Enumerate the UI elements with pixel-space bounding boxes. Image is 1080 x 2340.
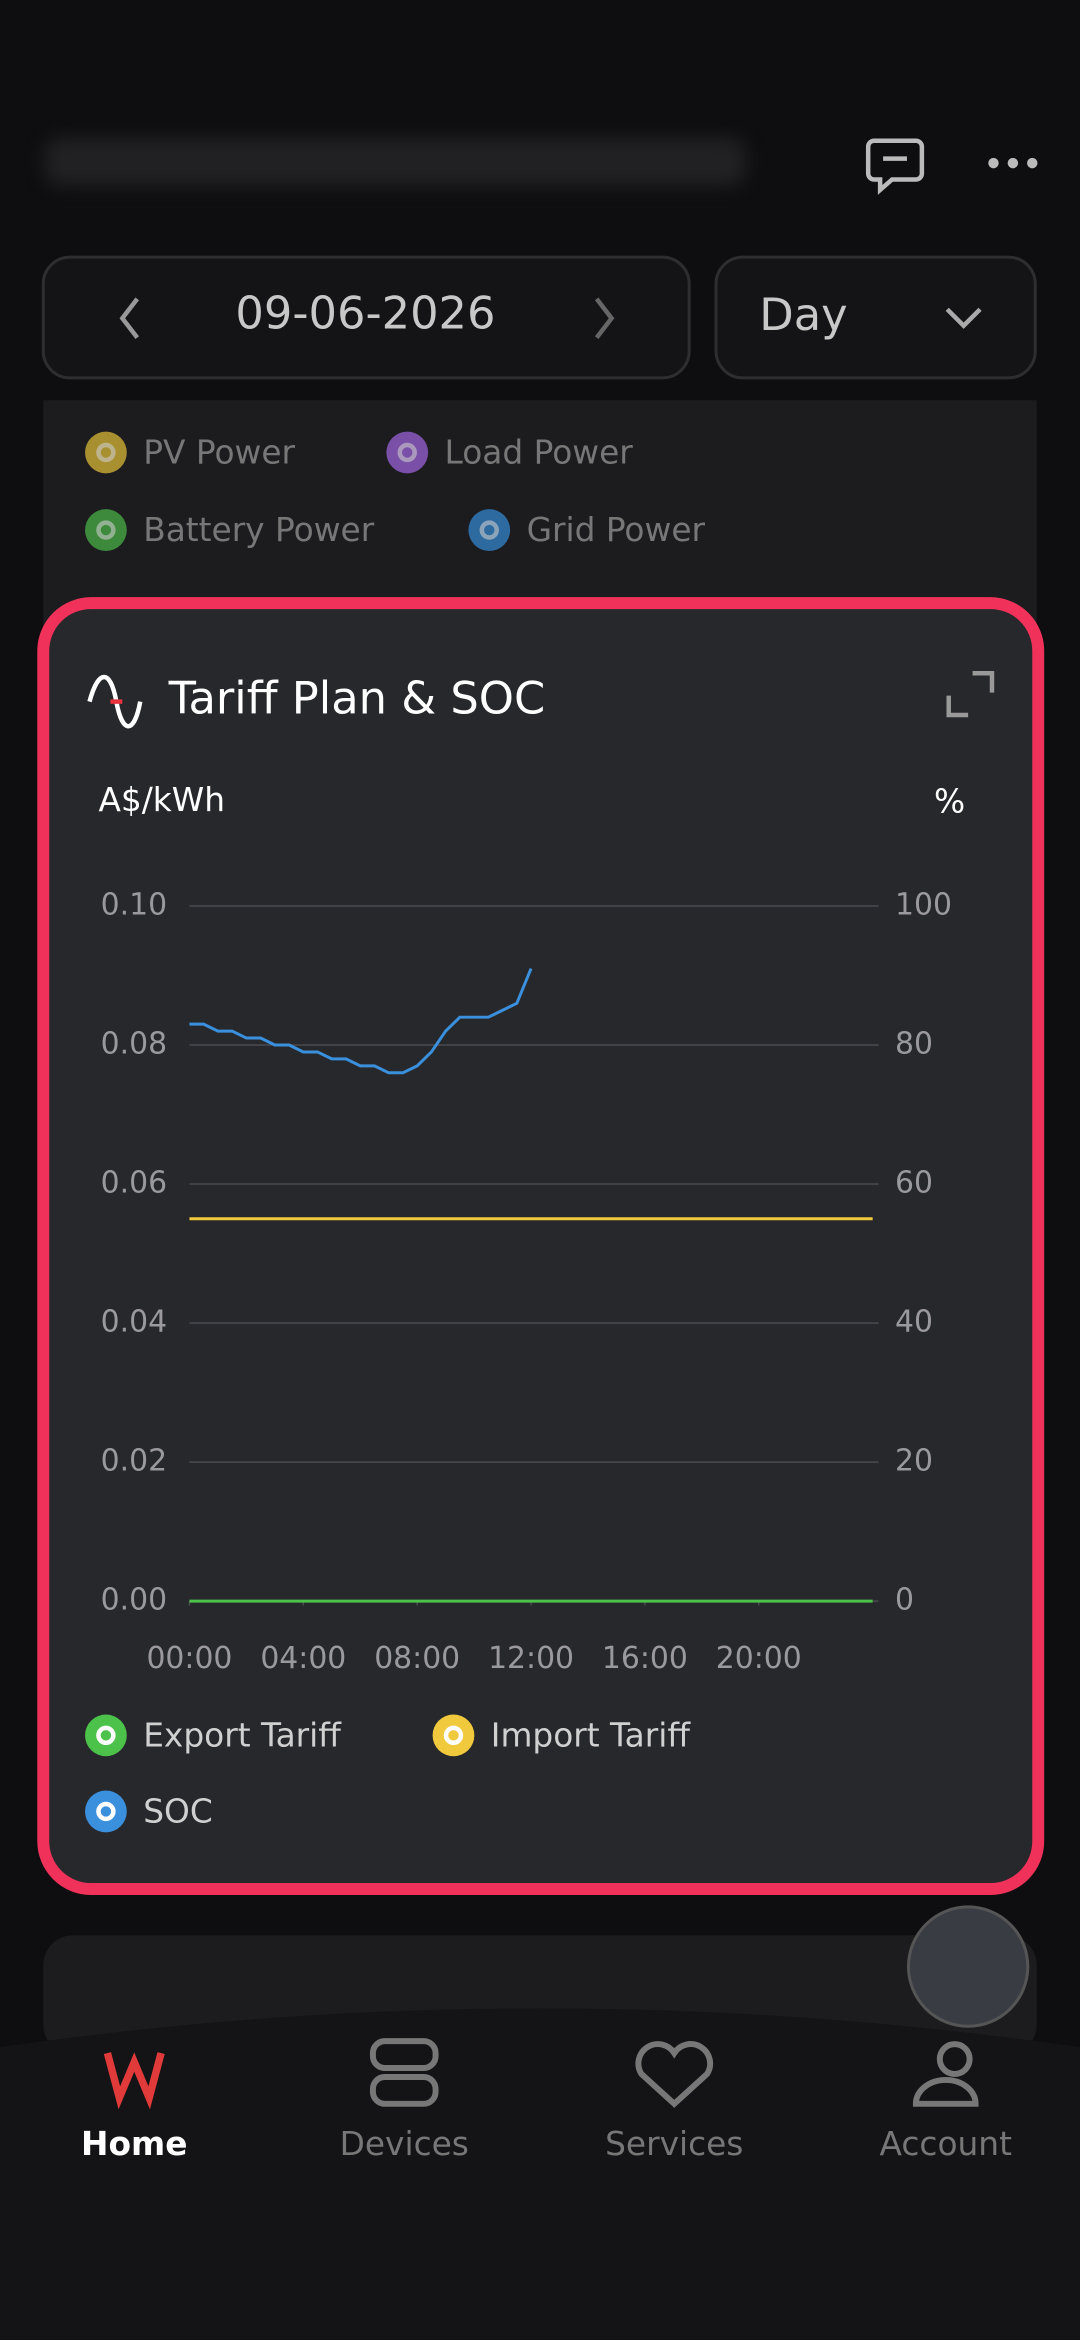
legend-label: Import Tariff <box>491 1716 692 1754</box>
y-axis-label: A$/kWh <box>98 781 225 819</box>
nav-label[interactable]: Services <box>605 2125 743 2163</box>
y-tick-label: 0.06 <box>101 1166 167 1201</box>
y2-tick-label: 100 <box>895 887 952 922</box>
legend-marker <box>85 1714 127 1757</box>
assistant-bubble[interactable] <box>906 1905 1030 2028</box>
legend-label: Export Tariff <box>143 1716 342 1754</box>
x-tick-label: 00:00 <box>146 1641 232 1676</box>
y2-tick-label: 40 <box>895 1305 933 1340</box>
more-button[interactable] <box>988 157 1038 169</box>
account-icon <box>912 2041 979 2107</box>
legend-label: Battery Power <box>143 511 374 549</box>
x-tick-label: 20:00 <box>716 1641 802 1676</box>
nav-label[interactable]: Devices <box>340 2125 469 2163</box>
period-selector[interactable] <box>714 255 1037 380</box>
x-tick-label: 04:00 <box>260 1641 346 1676</box>
power-legend: PV Power Load Power Battery Power Grid Powe… <box>85 431 706 551</box>
legend-label: Grid Power <box>527 511 706 549</box>
y-tick-label: 0.00 <box>101 1583 167 1618</box>
y-tick-label: 0.10 <box>101 887 167 922</box>
y-tick-label: 0.08 <box>101 1026 167 1061</box>
expand-button[interactable] <box>946 671 995 718</box>
x-tick-label: 12:00 <box>488 1641 574 1676</box>
services-icon <box>635 2041 714 2108</box>
legend-marker <box>85 431 127 474</box>
blurred-title <box>44 137 746 186</box>
plot: 0.00 0.02 0.04 0.06 0.08 0.10 0 20 40 60 80 100 00:0… <box>101 887 952 1675</box>
legend-marker-hole <box>96 520 116 540</box>
legend-marker <box>85 1790 127 1833</box>
prev-day[interactable] <box>119 297 140 339</box>
legend-marker-hole <box>96 442 116 463</box>
legend-marker-hole <box>96 1801 116 1822</box>
legend-marker-hole <box>479 520 499 540</box>
legend-label: PV Power <box>143 433 295 471</box>
x-tick-label: 08:00 <box>374 1641 460 1676</box>
y2-tick-label: 0 <box>895 1583 914 1618</box>
legend-marker-hole <box>397 442 417 463</box>
y-tick-label: 0.02 <box>101 1444 167 1479</box>
y2-tick-label: 60 <box>895 1166 933 1201</box>
legend-marker <box>85 509 127 551</box>
chart-legend: Export Tariff Import Tariff SOC <box>85 1714 692 1833</box>
bottom-nav <box>0 2008 1080 2340</box>
legend-label: SOC <box>143 1792 213 1830</box>
card-title: Tariff Plan & SOC <box>168 672 546 725</box>
message-button[interactable] <box>865 138 925 195</box>
legend-marker <box>386 431 429 474</box>
legend-marker-hole <box>443 1725 464 1746</box>
legend-marker <box>432 1714 475 1757</box>
tariff-card <box>37 597 1045 1895</box>
dropdown-chevron <box>945 307 982 329</box>
nav-label[interactable]: Home <box>81 2125 187 2163</box>
next-day[interactable] <box>594 297 615 339</box>
period[interactable]: Day <box>759 288 847 341</box>
date[interactable]: 09-06-2026 <box>235 287 495 340</box>
x-tick-label: 16:00 <box>602 1641 688 1676</box>
devices-icon <box>369 2038 439 2107</box>
legend-label: Load Power <box>445 433 634 471</box>
y2-tick-label: 20 <box>895 1444 933 1479</box>
legend-marker <box>468 509 511 551</box>
home-icon <box>103 2052 165 2110</box>
y-tick-label: 0.04 <box>101 1305 167 1340</box>
y2-axis-label: % <box>934 783 965 821</box>
date-selector <box>41 255 691 380</box>
legend-marker-hole <box>96 1725 116 1746</box>
series-line <box>189 967 533 1075</box>
nav-label[interactable]: Account <box>880 2125 1013 2163</box>
nav-labels: Home Devices Services Account <box>81 2125 1012 2163</box>
y2-tick-label: 80 <box>895 1026 933 1061</box>
